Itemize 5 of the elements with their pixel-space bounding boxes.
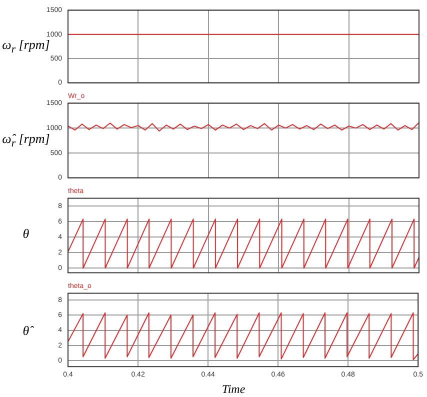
x-axis-title: Time	[220, 382, 246, 397]
y-axis-title: θ̂	[22, 323, 35, 339]
y-axis-title: ω̂$_{r}$ [rpm]	[1, 130, 50, 150]
y-axis-title: ω$_{r}$ [rpm]	[1, 36, 50, 56]
y-axis-title: θ	[22, 226, 30, 242]
